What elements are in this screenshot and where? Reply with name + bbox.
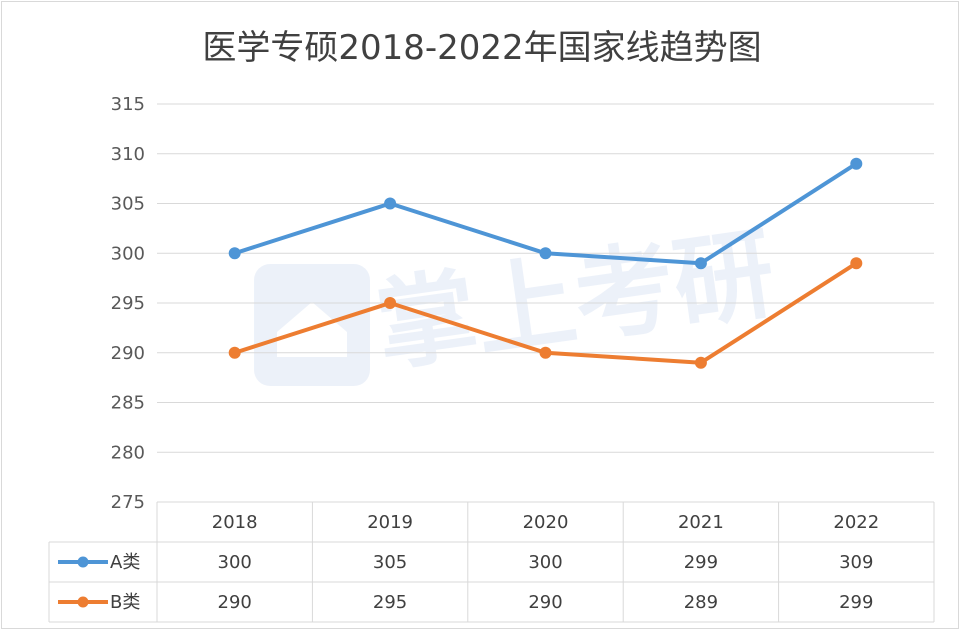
y-tick-label: 300 — [111, 243, 145, 264]
data-point — [694, 257, 707, 270]
gridlines — [157, 103, 934, 503]
y-tick-label: 315 — [111, 94, 145, 115]
table-value-cell: 290 — [528, 592, 562, 613]
legend-series-name: A类 — [110, 552, 140, 573]
chart-title: 医学专硕2018-2022年国家线趋势图 — [202, 28, 761, 68]
y-tick-label: 310 — [111, 144, 145, 165]
y-tick-label: 295 — [111, 293, 145, 314]
legend-marker-swatch — [77, 596, 89, 608]
x-category-label: 2021 — [678, 512, 724, 533]
y-tick-label: 280 — [111, 442, 145, 463]
table-value-cell: 295 — [373, 592, 407, 613]
y-tick-label: 285 — [111, 393, 145, 414]
y-tick-label: 275 — [111, 492, 145, 513]
data-table: 2018 2019 2020 2021 2022 A类 300 305 300 299 309 B类 2… — [48, 502, 935, 623]
data-point — [850, 157, 863, 170]
x-category-label: 2019 — [367, 512, 413, 533]
data-point — [228, 247, 241, 260]
table-value-cell: 300 — [528, 552, 562, 573]
table-value-cell: 309 — [839, 552, 873, 573]
table-value-cell: 305 — [373, 552, 407, 573]
table-value-cell: 299 — [684, 552, 718, 573]
x-category-label: 2022 — [833, 512, 879, 533]
x-category-label: 2020 — [523, 512, 569, 533]
legend-marker-swatch — [77, 556, 89, 568]
legend-series-name: B类 — [110, 592, 140, 613]
y-tick-label: 305 — [111, 194, 145, 215]
series-points — [228, 157, 863, 369]
data-point — [539, 346, 552, 359]
y-axis-ticks: 315 310 305 300 295 290 285 280 275 — [111, 94, 145, 513]
table-value-cell: 289 — [684, 592, 718, 613]
data-point — [384, 297, 397, 309]
table-value-cell: 300 — [218, 552, 252, 573]
watermark-badge — [254, 264, 370, 386]
data-point — [228, 346, 241, 359]
table-value-cell: 290 — [218, 592, 252, 613]
table-value-cell: 299 — [839, 592, 873, 613]
x-category-label: 2018 — [212, 512, 258, 533]
y-tick-label: 290 — [111, 343, 145, 364]
data-point — [384, 197, 397, 210]
data-point — [694, 356, 707, 369]
data-point — [850, 257, 863, 270]
watermark-text: 掌上考研 — [369, 214, 781, 386]
data-point — [539, 247, 552, 260]
